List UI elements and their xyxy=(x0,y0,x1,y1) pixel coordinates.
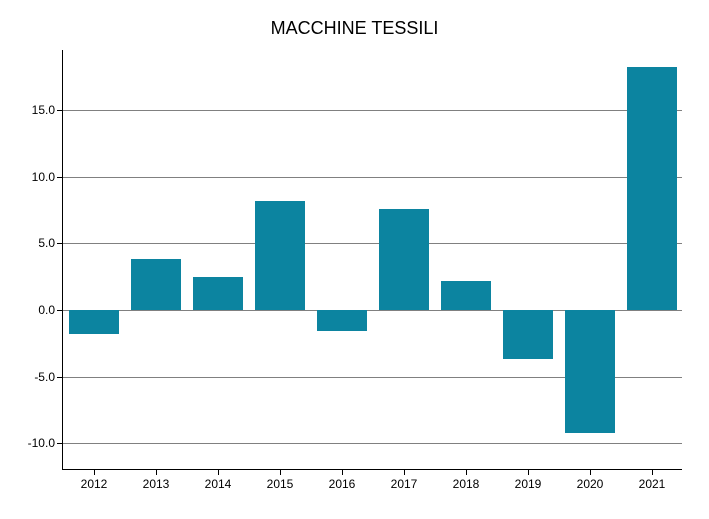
bar xyxy=(503,310,553,359)
bar xyxy=(255,201,305,310)
bar xyxy=(441,281,491,310)
gridline xyxy=(63,110,682,111)
x-tick-label: 2016 xyxy=(329,469,356,491)
x-tick-label: 2013 xyxy=(143,469,170,491)
x-tick-label: 2021 xyxy=(639,469,666,491)
bar xyxy=(193,277,243,310)
chart-container: MACCHINE TESSILI -10.0-5.00.05.010.015.0… xyxy=(0,0,709,519)
y-tick-label: -5.0 xyxy=(34,370,63,384)
x-tick-label: 2020 xyxy=(577,469,604,491)
x-tick-label: 2019 xyxy=(515,469,542,491)
bar xyxy=(627,67,677,310)
x-tick-label: 2014 xyxy=(205,469,232,491)
bar xyxy=(317,310,367,331)
x-tick-label: 2012 xyxy=(81,469,108,491)
y-tick-label: -10.0 xyxy=(28,436,63,450)
y-tick-label: 5.0 xyxy=(38,236,63,250)
x-tick-label: 2017 xyxy=(391,469,418,491)
x-tick-label: 2015 xyxy=(267,469,294,491)
bar xyxy=(379,209,429,310)
bar xyxy=(69,310,119,334)
bar xyxy=(565,310,615,433)
chart-title: MACCHINE TESSILI xyxy=(0,18,709,39)
gridline xyxy=(63,177,682,178)
x-tick-label: 2018 xyxy=(453,469,480,491)
plot-area: -10.0-5.00.05.010.015.020122013201420152… xyxy=(62,50,682,470)
y-tick-label: 10.0 xyxy=(32,170,63,184)
bar xyxy=(131,259,181,310)
gridline xyxy=(63,443,682,444)
y-tick-label: 0.0 xyxy=(38,303,63,317)
y-tick-label: 15.0 xyxy=(32,103,63,117)
gridline xyxy=(63,243,682,244)
